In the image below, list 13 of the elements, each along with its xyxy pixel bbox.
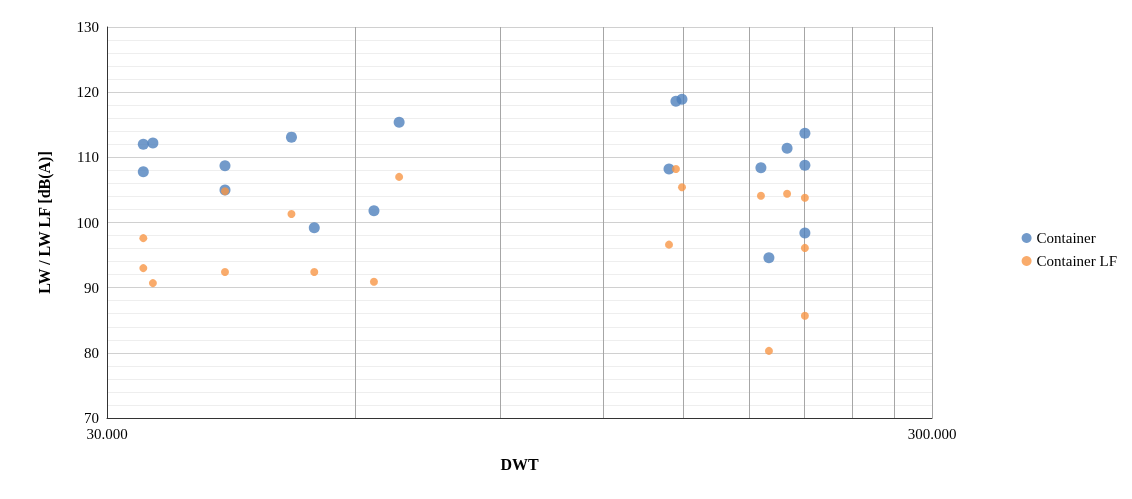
y-tick-label: 80 [84,344,99,361]
y-tick-label: 110 [77,149,99,166]
y-tick-label: 120 [76,84,99,101]
y-tick-label: 70 [84,410,99,426]
x-tick-label: 300.000 [907,425,957,442]
y-tick-label: 100 [76,214,99,231]
legend-label: Container [1036,230,1096,246]
x-tick-label: 30.000 [86,425,128,442]
y-tick-label: 90 [84,279,99,296]
y-axis-title: LW / LW LF [dB(A)] [35,151,54,294]
legend-label: Container LF [1036,253,1117,269]
y-tick-label: 130 [76,19,99,35]
x-axis-title: DWT [500,455,539,473]
